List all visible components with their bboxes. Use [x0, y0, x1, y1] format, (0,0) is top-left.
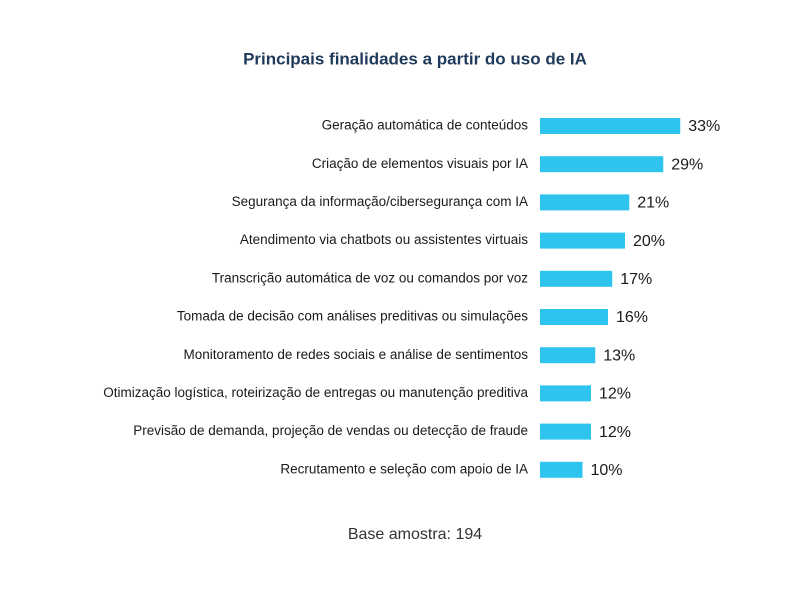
category-label: Segurança da informação/cibersegurança c… [232, 194, 528, 209]
chart-title: Principais finalidades a partir do uso d… [243, 49, 587, 68]
bar [540, 156, 664, 173]
bar [540, 118, 681, 134]
bar [540, 423, 591, 440]
value-label: 33% [688, 118, 720, 135]
category-label: Recrutamento e seleção com apoio de IA [280, 461, 528, 476]
value-label: 16% [616, 309, 648, 326]
category-label: Atendimento via chatbots ou assistentes … [240, 232, 528, 247]
value-label: 17% [620, 271, 652, 288]
value-label: 20% [633, 233, 665, 250]
category-label: Otimização logística, roteirização de en… [103, 385, 528, 400]
bar [540, 309, 608, 325]
value-label: 29% [671, 156, 703, 173]
bar [540, 461, 583, 478]
bar [540, 194, 630, 211]
value-label: 12% [599, 386, 631, 403]
bar [540, 232, 625, 249]
sample-note: Base amostra: 194 [348, 526, 482, 543]
bar [540, 270, 613, 287]
bar [540, 347, 596, 364]
category-label: Monitoramento de redes sociais e análise… [184, 347, 529, 362]
bar [540, 385, 591, 402]
value-label: 13% [603, 347, 635, 364]
category-label: Tomada de decisão com análises preditiva… [177, 309, 528, 324]
value-label: 12% [599, 424, 631, 441]
category-label: Previsão de demanda, projeção de vendas … [133, 423, 528, 438]
category-label: Geração automática de conteúdos [322, 118, 529, 133]
category-label: Transcrição automática de voz ou comando… [212, 270, 528, 285]
value-label: 10% [591, 462, 623, 479]
value-label: 21% [637, 195, 669, 212]
category-label: Criação de elementos visuais por IA [312, 156, 528, 171]
